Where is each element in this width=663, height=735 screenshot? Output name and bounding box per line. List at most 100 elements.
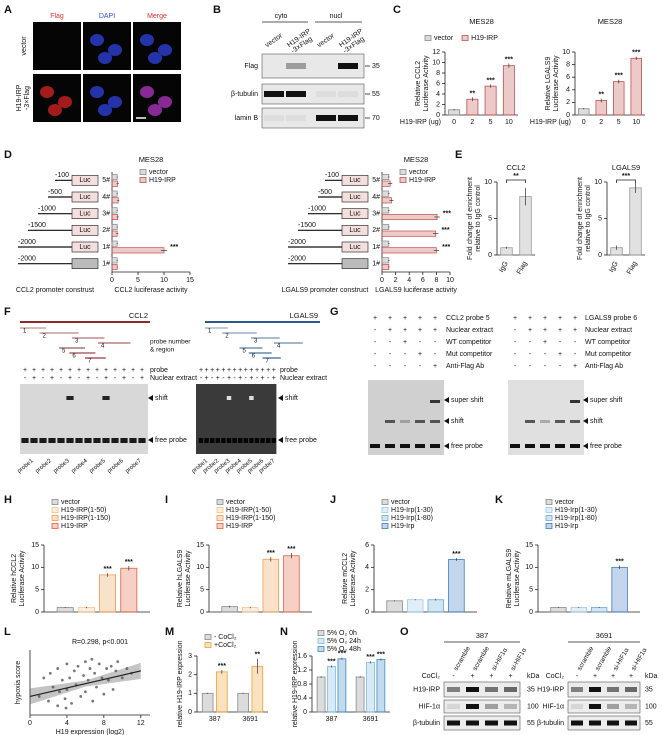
row-label: 1# bbox=[102, 261, 110, 268]
point bbox=[60, 678, 64, 682]
band bbox=[215, 438, 221, 443]
bar bbox=[427, 599, 445, 613]
point bbox=[105, 667, 109, 670]
x-axis-label: LGALS9 luciferase activity bbox=[375, 287, 457, 294]
blot bbox=[567, 699, 641, 714]
band-label: super shift bbox=[590, 397, 622, 404]
x-tick-label: 8 bbox=[102, 720, 106, 727]
legend-swatch bbox=[204, 634, 212, 640]
chart-title: CCL2 bbox=[506, 163, 525, 172]
point bbox=[65, 662, 69, 666]
y-tick-label: 10 bbox=[432, 59, 440, 66]
kda-label: 55 bbox=[527, 720, 535, 727]
sign: + bbox=[403, 339, 407, 346]
reporter-label: Luc bbox=[349, 194, 361, 201]
significance: *** bbox=[377, 651, 385, 658]
promoter-label: -100 bbox=[325, 172, 339, 179]
band-label: free probe bbox=[451, 443, 483, 450]
band-label: super shift bbox=[451, 397, 483, 404]
bar bbox=[111, 207, 118, 214]
band bbox=[555, 444, 565, 448]
band bbox=[607, 720, 619, 726]
y-tick-label: 4 bbox=[436, 91, 440, 98]
bar bbox=[448, 559, 465, 613]
row-label: WT competitor bbox=[446, 339, 492, 346]
band bbox=[249, 438, 254, 443]
point bbox=[76, 664, 80, 668]
sign: + bbox=[261, 367, 265, 374]
row-label: CoCl₂ bbox=[422, 673, 441, 680]
y-axis-label: Relative LGALS9 bbox=[545, 57, 552, 111]
band bbox=[120, 438, 128, 443]
sign: - bbox=[559, 363, 562, 370]
sign: - bbox=[132, 375, 135, 382]
band bbox=[466, 704, 479, 709]
gel bbox=[368, 380, 444, 455]
sign: - bbox=[200, 375, 203, 382]
row-label: Nuclear extract bbox=[585, 327, 632, 334]
sign: + bbox=[558, 351, 562, 358]
bar bbox=[111, 247, 165, 254]
band bbox=[221, 438, 226, 443]
band bbox=[204, 438, 209, 443]
lane-label: probe4 bbox=[71, 458, 90, 475]
point bbox=[63, 697, 67, 701]
construct-label: CCL2 promoter construst bbox=[16, 287, 94, 294]
y-tick-label: 3 bbox=[188, 653, 192, 660]
point bbox=[91, 699, 95, 703]
bar bbox=[111, 223, 118, 231]
y-axis-label: Luciferase Activity bbox=[514, 550, 521, 607]
legend-label: vector bbox=[226, 499, 246, 506]
bar bbox=[376, 659, 386, 713]
y-tick-label: 1.6 bbox=[297, 653, 307, 660]
bar bbox=[406, 599, 424, 613]
legend-label: - CoCl₂ bbox=[214, 634, 237, 641]
reporter-box bbox=[341, 241, 369, 253]
point bbox=[109, 664, 113, 668]
legend-label: H19-Irp(1-80) bbox=[391, 515, 433, 522]
sign: - bbox=[211, 375, 214, 382]
sign: + bbox=[418, 351, 422, 358]
sign: + bbox=[104, 375, 108, 382]
row-label: Nuclear extract bbox=[446, 327, 493, 334]
band bbox=[48, 438, 56, 443]
sign: + bbox=[199, 367, 203, 374]
sign: + bbox=[418, 327, 422, 334]
significance: *** bbox=[287, 546, 295, 553]
y-tick-label: 10 bbox=[484, 179, 492, 186]
row-label: 1# bbox=[102, 244, 110, 251]
legend-label: H19-Irp bbox=[555, 523, 578, 530]
x-tick-label: 2 bbox=[470, 119, 474, 126]
sign: - bbox=[42, 375, 45, 382]
lane-label: si-HIF1α bbox=[612, 647, 631, 672]
bar bbox=[216, 671, 228, 713]
sign: - bbox=[404, 351, 407, 358]
sign: + bbox=[50, 375, 54, 382]
band bbox=[540, 420, 550, 423]
nucleus bbox=[140, 86, 154, 98]
x-tick-label: IgG bbox=[498, 260, 510, 273]
blot-label: β-tubulin bbox=[231, 91, 258, 98]
point bbox=[83, 690, 87, 694]
arrow bbox=[583, 397, 588, 403]
reporter-box bbox=[71, 224, 99, 236]
arrow bbox=[148, 395, 153, 401]
bar bbox=[111, 263, 118, 271]
sign: - bbox=[60, 375, 63, 382]
sign: - bbox=[419, 363, 422, 370]
sign: - bbox=[374, 327, 377, 334]
bar bbox=[111, 257, 118, 264]
sign: - bbox=[404, 363, 407, 370]
bar bbox=[630, 57, 642, 116]
sign: - bbox=[78, 375, 81, 382]
arrow bbox=[278, 395, 283, 401]
row-label: WT competitor bbox=[585, 339, 631, 346]
legend-label: +CoCl₂ bbox=[214, 642, 237, 649]
significance: *** bbox=[443, 211, 451, 218]
sign: - bbox=[514, 351, 517, 358]
sign: - bbox=[233, 375, 236, 382]
significance: *** bbox=[487, 77, 495, 84]
sign: + bbox=[249, 375, 253, 382]
arrow bbox=[148, 437, 153, 443]
band bbox=[370, 444, 380, 448]
